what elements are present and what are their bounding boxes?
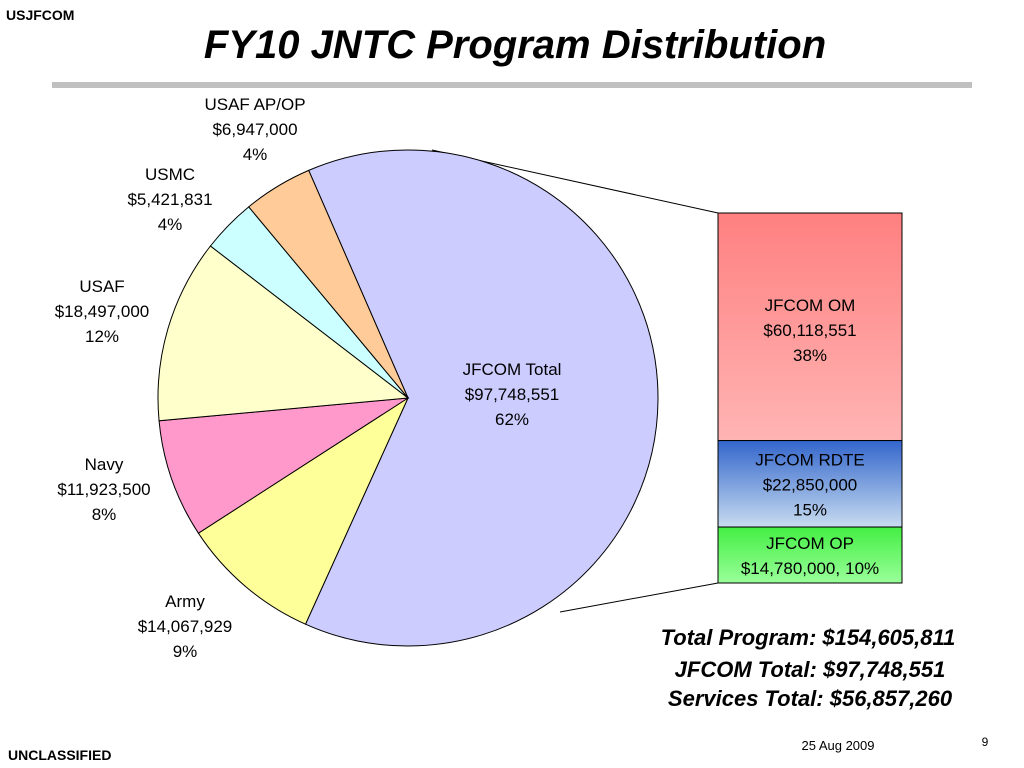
bar-value-label: $22,850,000 bbox=[763, 476, 858, 495]
slice-value-label: $11,923,500 bbox=[57, 480, 150, 499]
pie-slice bbox=[304, 149, 659, 647]
summary-line: Total Program: $154,605,811 bbox=[661, 625, 956, 650]
slice-value-label: $97,748,551 bbox=[465, 385, 560, 404]
bar-percent-label: 15% bbox=[793, 501, 827, 520]
slice-percent-label: 62% bbox=[495, 410, 529, 429]
bar-value-label: $14,780,000, 10% bbox=[741, 559, 879, 578]
bar-percent-label: 10% bbox=[845, 559, 879, 578]
slice-label: USAF bbox=[79, 277, 124, 296]
slice-value-label: $18,497,000 bbox=[55, 302, 150, 321]
leader-line bbox=[559, 582, 719, 613]
date: 25 Aug 2009 bbox=[801, 738, 874, 753]
page-number: 9 bbox=[982, 735, 989, 749]
slice-label: JFCOM Total bbox=[463, 360, 562, 379]
summary-line: Services Total: $56,857,260 bbox=[668, 686, 953, 711]
slice-percent-label: 4% bbox=[158, 215, 183, 234]
slice-label: USMC bbox=[145, 165, 195, 184]
classification: UNCLASSIFIED bbox=[8, 747, 111, 763]
bar-label: JFCOM OM bbox=[765, 296, 856, 315]
title-rule bbox=[52, 82, 972, 88]
slice-label: Navy bbox=[85, 455, 124, 474]
slice-percent-label: 9% bbox=[173, 642, 198, 661]
bar-label: JFCOM OP bbox=[766, 534, 854, 553]
bar-segment bbox=[717, 212, 903, 442]
slice-label: USAF AP/OP bbox=[204, 95, 305, 114]
pie-slice bbox=[158, 397, 409, 534]
pie-slice bbox=[157, 245, 410, 422]
pie-slice bbox=[248, 169, 409, 399]
pie-slice bbox=[197, 396, 410, 625]
slice-label: Army bbox=[165, 592, 205, 611]
bar-segment bbox=[717, 526, 903, 584]
slice-value-label: $14,067,929 bbox=[138, 617, 233, 636]
bar-label: JFCOM RDTE bbox=[755, 451, 865, 470]
slice-value-label: $5,421,831 bbox=[127, 190, 212, 209]
slice-percent-label: 12% bbox=[85, 327, 119, 346]
slide-title: FY10 JNTC Program Distribution bbox=[204, 23, 826, 67]
bar-percent-label: 38% bbox=[793, 346, 827, 365]
bar-value-label: $14,780,000, bbox=[741, 559, 840, 578]
slice-value-label: $6,947,000 bbox=[212, 120, 297, 139]
slice-percent-label: 8% bbox=[92, 505, 117, 524]
slice-percent-label: 4% bbox=[243, 145, 268, 164]
bar-value-label: $60,118,551 bbox=[763, 321, 856, 340]
summary-line: JFCOM Total: $97,748,551 bbox=[675, 657, 946, 682]
org-label: USJFCOM bbox=[6, 7, 74, 23]
